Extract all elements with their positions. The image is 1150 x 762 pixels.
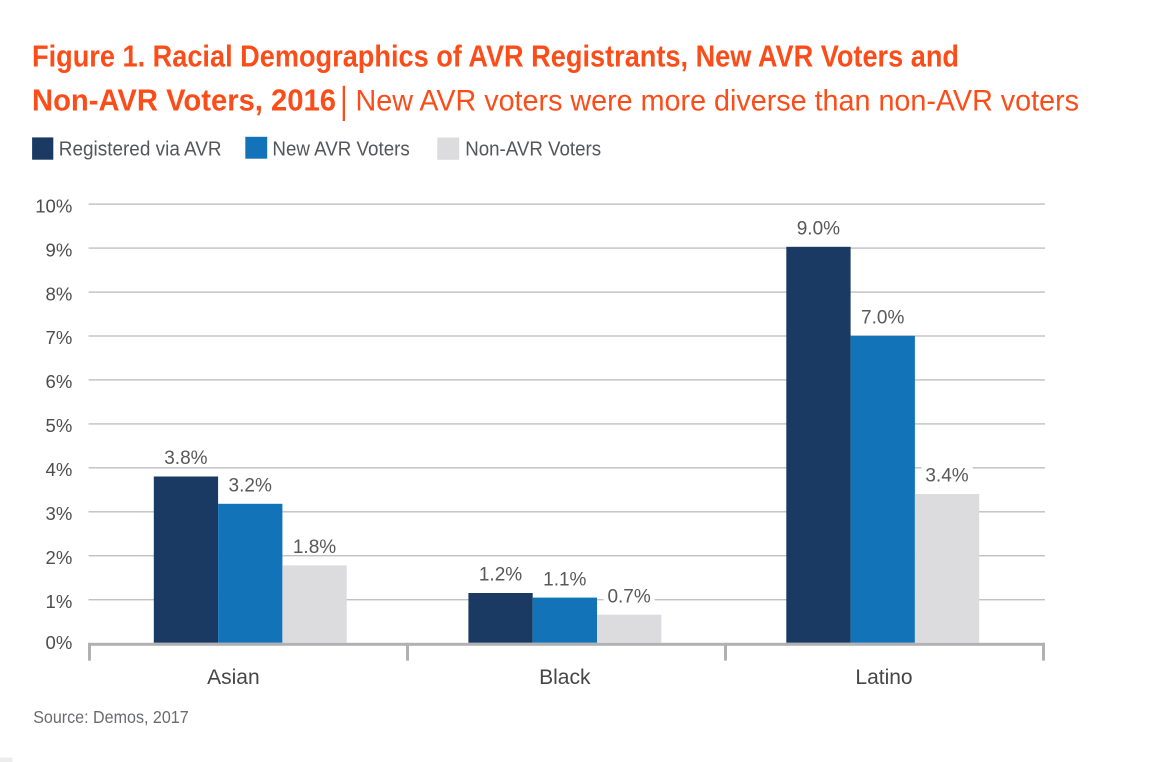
svg-text:Source: Demos, 2017: Source: Demos, 2017 [33,707,189,727]
svg-text:New AVR Voters: New AVR Voters [272,139,409,161]
svg-text:5%: 5% [46,415,73,436]
svg-text:7%: 7% [46,327,73,348]
svg-text:3.4%: 3.4% [925,466,968,487]
svg-text:Non-AVR Voters: Non-AVR Voters [465,139,601,161]
svg-text:3%: 3% [46,503,73,524]
svg-text:4%: 4% [46,459,73,480]
svg-text:New AVR voters were more diver: New AVR voters were more diverse than no… [356,84,1080,117]
svg-text:Black: Black [539,666,591,689]
svg-text:8%: 8% [46,283,73,304]
svg-text:0.7%: 0.7% [607,586,650,607]
svg-text:10%: 10% [35,195,72,216]
svg-text:1.8%: 1.8% [293,537,336,558]
svg-text:3.2%: 3.2% [229,476,272,497]
svg-text:Registered via AVR: Registered via AVR [59,139,222,161]
svg-text:Latino: Latino [855,666,912,689]
svg-text:Non-AVR Voters, 2016: Non-AVR Voters, 2016 [32,82,336,117]
svg-text:2%: 2% [46,547,73,568]
svg-text:6%: 6% [46,371,73,392]
svg-text:1.1%: 1.1% [543,569,586,590]
svg-text:7.0%: 7.0% [861,308,904,329]
svg-text:Figure 1. Racial Demographics: Figure 1. Racial Demographics of AVR Reg… [32,39,959,74]
svg-text:1%: 1% [46,591,73,612]
svg-text:1.2%: 1.2% [479,565,522,586]
svg-text:9.0%: 9.0% [797,219,840,240]
svg-text:9%: 9% [46,239,73,260]
svg-text:0%: 0% [46,632,73,653]
svg-text:3.8%: 3.8% [164,448,207,469]
svg-text:Asian: Asian [207,666,260,689]
